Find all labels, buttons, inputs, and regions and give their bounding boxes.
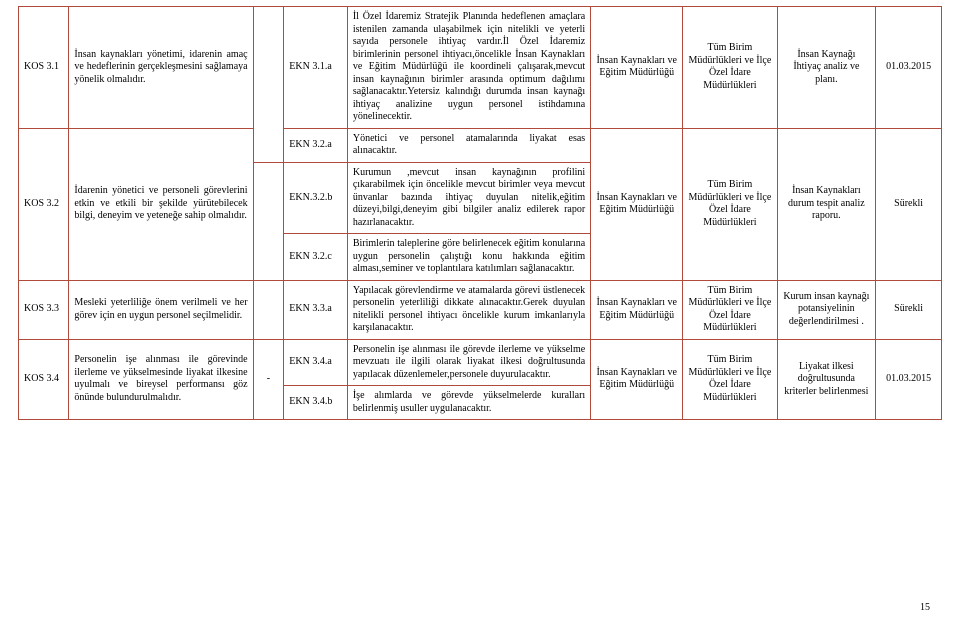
cell-detail: Yapılacak görevlendirme ve atamalarda gö… bbox=[347, 280, 590, 339]
cell-ekn: EKN.3.2.b bbox=[284, 162, 348, 234]
cell-detail: İl Özel İdaremiz Stratejik Planında hede… bbox=[347, 7, 590, 129]
table-row: KOS 3.1 İnsan kaynakları yönetimi, idare… bbox=[19, 7, 942, 129]
cell-ekn: EKN 3.2.a bbox=[284, 128, 348, 162]
cell-blank bbox=[253, 280, 284, 339]
cell-ekn: EKN 3.1.a bbox=[284, 7, 348, 129]
cell-date: 01.03.2015 bbox=[876, 339, 942, 420]
cell-desc: Mesleki yeterliliğe önem verilmeli ve he… bbox=[69, 280, 253, 339]
main-table: KOS 3.1 İnsan kaynakları yönetimi, idare… bbox=[18, 6, 942, 420]
cell-coop: Tüm Birim Müdürlükleri ve İlçe Özel İdar… bbox=[683, 128, 777, 280]
cell-unit: İnsan Kaynakları ve Eğitim Müdürlüğü bbox=[591, 128, 683, 280]
cell-ekn: EKN 3.4.a bbox=[284, 339, 348, 386]
cell-date: Sürekli bbox=[876, 128, 942, 280]
cell-desc: Personelin işe alınması ile görevinde il… bbox=[69, 339, 253, 420]
cell-unit: İnsan Kaynakları ve Eğitim Müdürlüğü bbox=[591, 7, 683, 129]
table-row: KOS 3.2 İdarenin yönetici ve personeli g… bbox=[19, 128, 942, 162]
cell-code: KOS 3.2 bbox=[19, 128, 69, 280]
cell-date: 01.03.2015 bbox=[876, 7, 942, 129]
cell-unit: İnsan Kaynakları ve Eğitim Müdürlüğü bbox=[591, 280, 683, 339]
cell-output: İnsan Kaynağı İhtiyaç analiz ve planı. bbox=[777, 7, 876, 129]
cell-blank bbox=[253, 162, 284, 280]
cell-date: Sürekli bbox=[876, 280, 942, 339]
cell-detail: Birimlerin taleplerine göre belirlenecek… bbox=[347, 234, 590, 281]
cell-ekn: EKN 3.2.c bbox=[284, 234, 348, 281]
cell-code: KOS 3.1 bbox=[19, 7, 69, 129]
cell-output: İnsan Kaynakları durum tespit analiz rap… bbox=[777, 128, 876, 280]
page-number: 15 bbox=[920, 602, 930, 613]
cell-detail: Yönetici ve personel atamalarında liyaka… bbox=[347, 128, 590, 162]
table-row: KOS 3.3 Mesleki yeterliliğe önem verilme… bbox=[19, 280, 942, 339]
cell-blank: - bbox=[253, 339, 284, 420]
cell-code: KOS 3.3 bbox=[19, 280, 69, 339]
cell-desc: İdarenin yönetici ve personeli görevleri… bbox=[69, 128, 253, 280]
cell-coop: Tüm Birim Müdürlükleri ve İlçe Özel İdar… bbox=[683, 339, 777, 420]
cell-code: KOS 3.4 bbox=[19, 339, 69, 420]
table-row: KOS 3.4 Personelin işe alınması ile göre… bbox=[19, 339, 942, 386]
cell-unit: İnsan Kaynakları ve Eğitim Müdürlüğü bbox=[591, 339, 683, 420]
cell-blank bbox=[253, 7, 284, 163]
cell-output: Kurum insan kaynağı potansiyelinin değer… bbox=[777, 280, 876, 339]
cell-coop: Tüm Birim Müdürlükleri ve İlçe Özel İdar… bbox=[683, 7, 777, 129]
cell-detail: Personelin işe alınması ile görevde iler… bbox=[347, 339, 590, 386]
cell-ekn: EKN 3.3.a bbox=[284, 280, 348, 339]
cell-output: Liyakat ilkesi doğrultusunda kriterler b… bbox=[777, 339, 876, 420]
cell-desc: İnsan kaynakları yönetimi, idarenin amaç… bbox=[69, 7, 253, 129]
cell-detail: Kurumun ,mevcut insan kaynağının profili… bbox=[347, 162, 590, 234]
cell-coop: Tüm Birim Müdürlükleri ve İlçe Özel İdar… bbox=[683, 280, 777, 339]
cell-detail: İşe alımlarda ve görevde yükselmelerde k… bbox=[347, 386, 590, 420]
cell-ekn: EKN 3.4.b bbox=[284, 386, 348, 420]
